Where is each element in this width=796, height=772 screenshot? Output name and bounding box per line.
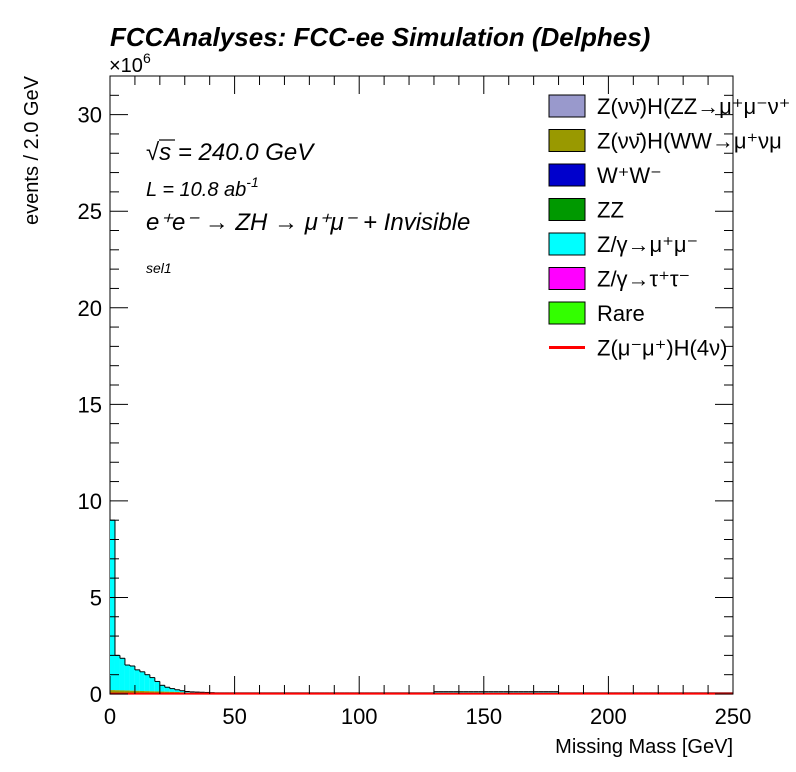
bar-zgamma-mumu (458, 691, 464, 694)
bar-zgamma-mumu (438, 691, 444, 694)
bar-zgamma-mumu (538, 691, 544, 694)
bar-zgamma-mumu (164, 687, 170, 692)
bar-zgamma-mumu (149, 677, 155, 692)
process-annotation: e⁺e⁻ → ZH → μ⁺μ⁻ + Invisible (146, 209, 470, 236)
legend-label: Rare (597, 301, 645, 326)
bar-hww (110, 690, 115, 694)
legend-label: Z(μ⁻μ⁺)H(4ν) (597, 336, 727, 361)
chart-title: FCCAnalyses: FCC-ee Simulation (Delphes) (110, 22, 650, 52)
bar-zgamma-mumu (110, 520, 115, 691)
legend-label: Z/γ→τ⁺τ⁻ (597, 267, 690, 292)
legend-label: ZZ (597, 198, 624, 223)
bar-zgamma-mumu (119, 658, 125, 691)
bar-zgamma-mumu (134, 669, 140, 691)
bar-zgamma-mumu (179, 690, 185, 693)
legend-label: Z(νν̄)H(ZZ→μ⁺μ⁻ν⁺ (597, 94, 790, 119)
bar-zgamma-mumu (513, 691, 519, 694)
annotations: √s = 240.0 GeV L = 10.8 ab-1 e⁺e⁻ → ZH →… (146, 139, 470, 276)
legend: Z(νν̄)H(ZZ→μ⁺μ⁻ν⁺ Z(νν̄)H(WW→μ⁺νμ W⁺W⁻ ZZ Z/… (548, 94, 790, 361)
x-axis-title: Missing Mass [GeV] (555, 736, 733, 758)
bar-zgamma-mumu (503, 691, 509, 694)
bar-zgamma-mumu (498, 691, 504, 694)
selection-annotation: sel1 (146, 260, 172, 276)
bar-zgamma-mumu (184, 691, 190, 693)
legend-label: W⁺W⁻ (597, 163, 662, 188)
bar-zgamma-mumu (468, 691, 474, 694)
y-multiplier: ×106 (109, 50, 151, 77)
bar-zgamma-mumu (543, 691, 549, 694)
legend-box-swatch (548, 129, 586, 152)
stacked-histogram (110, 519, 733, 695)
bar-zgamma-mumu (443, 691, 449, 694)
bar-zgamma-mumu (508, 691, 514, 694)
y-tick-label: 30 (78, 103, 102, 128)
y-axis-title: events / 2.0 GeV (21, 75, 43, 225)
bar-hww (124, 690, 130, 694)
x-tick-label: 250 (715, 704, 752, 729)
legend-box-swatch (548, 163, 586, 187)
y-tick-label: 10 (78, 489, 102, 514)
bar-hww (144, 691, 150, 694)
bar-hww (134, 690, 140, 694)
x-tick-label: 100 (341, 704, 378, 729)
y-tick-label: 25 (78, 199, 102, 224)
bar-zgamma-mumu (533, 691, 539, 694)
bar-zgamma-mumu (493, 691, 499, 694)
bar-hww (119, 690, 125, 694)
bar-hww (129, 690, 135, 694)
x-tick-label: 0 (104, 704, 116, 729)
x-tick-label: 50 (222, 704, 246, 729)
y-tick-label: 20 (78, 296, 102, 321)
bar-zgamma-mumu (523, 691, 529, 694)
y-tick-label: 5 (90, 585, 102, 610)
bar-zgamma-mumu (478, 691, 484, 694)
bar-zgamma-mumu (518, 691, 524, 694)
y-tick-label: 15 (78, 392, 102, 417)
legend-label: Z/γ→μ⁺μ⁻ (597, 232, 698, 257)
bar-zgamma-mumu (189, 691, 195, 693)
bar-hww (114, 690, 120, 694)
bar-zgamma-mumu (124, 665, 130, 691)
x-tick-label: 200 (590, 704, 627, 729)
legend-box-swatch (548, 198, 586, 221)
legend-box-swatch (548, 301, 586, 325)
bar-zgamma-mumu (433, 691, 439, 694)
legend-box-swatch (548, 94, 586, 118)
bar-zgamma-mumu (548, 691, 554, 694)
lumi-annotation: L = 10.8 ab-1 (146, 174, 259, 201)
bar-zgamma-mumu (488, 691, 494, 694)
y-tick-label: 0 (90, 682, 102, 707)
bar-zgamma-mumu (144, 674, 150, 692)
bar-zgamma-mumu (448, 691, 454, 694)
bar-zgamma-mumu (528, 691, 534, 694)
bar-zgamma-mumu (463, 691, 469, 694)
sqrt-s-annotation: √s = 240.0 GeV (146, 139, 315, 166)
bar-hww (139, 691, 145, 694)
bar-zgamma-mumu (154, 681, 160, 692)
legend-box-swatch (548, 232, 586, 256)
bar-zgamma-mumu (159, 685, 165, 692)
bar-zgamma-mumu (139, 671, 145, 692)
bar-zgamma-mumu (473, 691, 479, 694)
x-tick-label: 150 (465, 704, 502, 729)
legend-box-swatch (548, 267, 586, 290)
bar-zgamma-mumu (174, 689, 180, 693)
bar-zgamma-mumu (129, 665, 135, 691)
bar-zgamma-mumu (114, 655, 120, 691)
bar-zgamma-mumu (169, 688, 175, 692)
legend-label: Z(νν̄)H(WW→μ⁺νμ (597, 129, 782, 154)
bar-zgamma-mumu (553, 691, 559, 694)
bar-zgamma-mumu (483, 691, 489, 694)
bar-zgamma-mumu (453, 691, 459, 694)
axis-ticks: 0 50 100 150 200 250 0 5 10 15 20 25 30 (78, 76, 752, 729)
